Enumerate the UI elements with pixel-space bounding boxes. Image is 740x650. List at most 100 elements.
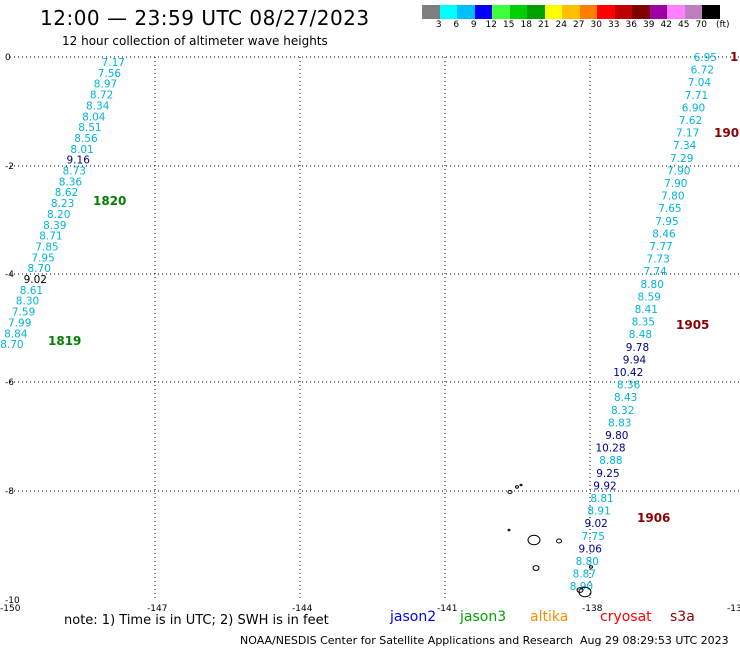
swh-value: 8.70 — [0, 339, 23, 351]
swh-value: 9.78 — [626, 342, 649, 354]
page-subtitle: 12 hour collection of altimeter wave hei… — [62, 34, 328, 48]
x-tick-label: -150 — [0, 604, 21, 614]
swh-value: 8.46 — [652, 228, 676, 240]
swh-value: 7.65 — [658, 203, 681, 215]
color-scale-label: 30 — [590, 20, 602, 30]
color-swatch — [614, 5, 632, 19]
swh-value: 10.42 — [613, 367, 643, 379]
swh-value: 8.59 — [638, 291, 661, 303]
swh-value: 8.56 — [74, 133, 98, 145]
x-tick-label: -147 — [147, 604, 167, 614]
swh-value: 6.72 — [691, 65, 714, 77]
swh-value: 8.23 — [51, 198, 74, 210]
color-swatch — [702, 5, 720, 19]
swh-value: 9.16 — [67, 155, 91, 167]
color-scale-label: 24 — [555, 20, 567, 30]
color-swatch — [474, 5, 492, 19]
swh-value: 8.48 — [629, 329, 652, 341]
swh-value: 8.61 — [20, 285, 43, 297]
swh-value: 8.73 — [63, 166, 86, 178]
color-swatch — [422, 5, 440, 19]
island-outline — [532, 565, 540, 571]
swh-value: 8.36 — [59, 176, 83, 188]
color-scale-label: 12 — [485, 20, 497, 30]
x-tick-label: -13 — [727, 604, 740, 614]
swh-value: 7.62 — [679, 115, 702, 127]
swh-value: 8.39 — [43, 220, 66, 232]
island-outline — [519, 483, 523, 487]
color-swatch — [457, 5, 475, 19]
swh-value: 7.17 — [102, 57, 125, 69]
color-scale-labels: 3 6 9 12 15 18 21 24 27 30 33 36 39 42 45 70 — [422, 20, 710, 30]
swh-value: 8.87 — [573, 569, 596, 581]
y-tick-label: -8 — [5, 487, 14, 497]
swh-value: 8.88 — [599, 455, 622, 467]
color-scale-label: 3 — [435, 20, 442, 30]
swh-value: 9.92 — [593, 480, 616, 492]
color-swatch — [649, 5, 667, 19]
y-tick-label: -2 — [5, 162, 14, 172]
color-swatch — [667, 5, 685, 19]
swh-value: 8.01 — [70, 144, 93, 156]
pass-time-label: 1820 — [93, 194, 126, 208]
island-outline — [515, 485, 519, 489]
swh-value: 7.95 — [31, 252, 54, 264]
swh-value: 8.36 — [617, 380, 641, 392]
swh-value: 8.43 — [614, 392, 637, 404]
color-scale-label: 21 — [538, 20, 550, 30]
swh-value: 8.34 — [86, 100, 110, 112]
y-tick-label: -6 — [5, 378, 14, 388]
y-tick-label: -4 — [5, 270, 14, 280]
color-scale-label: 27 — [573, 20, 585, 30]
satellite-legend-altika: altika — [530, 609, 569, 625]
satellite-legend-jason3: jason3 — [460, 609, 507, 625]
pass-time-label: 1906 — [637, 511, 670, 525]
footer-credit: NOAA/NESDIS Center for Satellite Applica… — [240, 634, 574, 647]
island-outline — [507, 489, 513, 495]
swh-value: 7.74 — [643, 266, 667, 278]
color-scale-label: 6 — [453, 20, 460, 30]
pass-time-label: 1 — [730, 50, 738, 64]
swh-value: 9.06 — [579, 543, 603, 555]
swh-value: 8.80 — [576, 556, 599, 568]
swh-value: 9.02 — [584, 518, 607, 530]
swh-value: 7.90 — [667, 165, 690, 177]
color-scale-label: 9 — [470, 20, 477, 30]
color-scale-label: 33 — [608, 20, 620, 30]
swh-value: 7.99 — [8, 317, 31, 329]
swh-value: 8.84 — [4, 328, 28, 340]
swh-value: 7.34 — [673, 140, 697, 152]
island-outline — [527, 534, 541, 546]
swh-value: 7.90 — [664, 178, 687, 190]
swh-value: 8.83 — [608, 417, 631, 429]
swh-value: 8.90 — [570, 581, 593, 593]
x-tick-label: -141 — [437, 604, 457, 614]
swh-value: 8.71 — [39, 231, 62, 243]
swh-value: 7.29 — [670, 153, 693, 165]
color-scale-label: 70 — [695, 20, 707, 30]
island-outline — [507, 528, 511, 532]
swh-value: 6.90 — [682, 102, 705, 114]
swh-value: 8.62 — [55, 187, 78, 199]
satellite-legend-s3a: s3a — [670, 609, 695, 625]
swh-value: 10.28 — [595, 443, 625, 455]
color-scale-label: 39 — [643, 20, 655, 30]
swh-value: 8.30 — [16, 296, 39, 308]
swh-value: 8.72 — [90, 90, 113, 102]
swh-value: 8.51 — [78, 122, 101, 134]
swh-value: 9.02 — [24, 274, 47, 286]
color-swatch — [597, 5, 615, 19]
swh-value: 8.04 — [82, 111, 106, 123]
satellite-legend-jason2: jason2 — [390, 609, 437, 625]
swh-value: 9.25 — [596, 468, 619, 480]
satellite-legend-cryosat: cryosat — [600, 609, 652, 625]
swh-value: 8.91 — [587, 506, 610, 518]
swh-value: 7.04 — [688, 77, 712, 89]
color-swatch — [509, 5, 527, 19]
swh-value: 6.95 — [694, 52, 717, 64]
color-swatch — [632, 5, 650, 19]
footer-timestamp: Aug 29 08:29:53 UTC 2023 — [580, 634, 729, 647]
y-tick-label: -10 — [5, 596, 20, 606]
swh-value: 7.73 — [646, 254, 669, 266]
